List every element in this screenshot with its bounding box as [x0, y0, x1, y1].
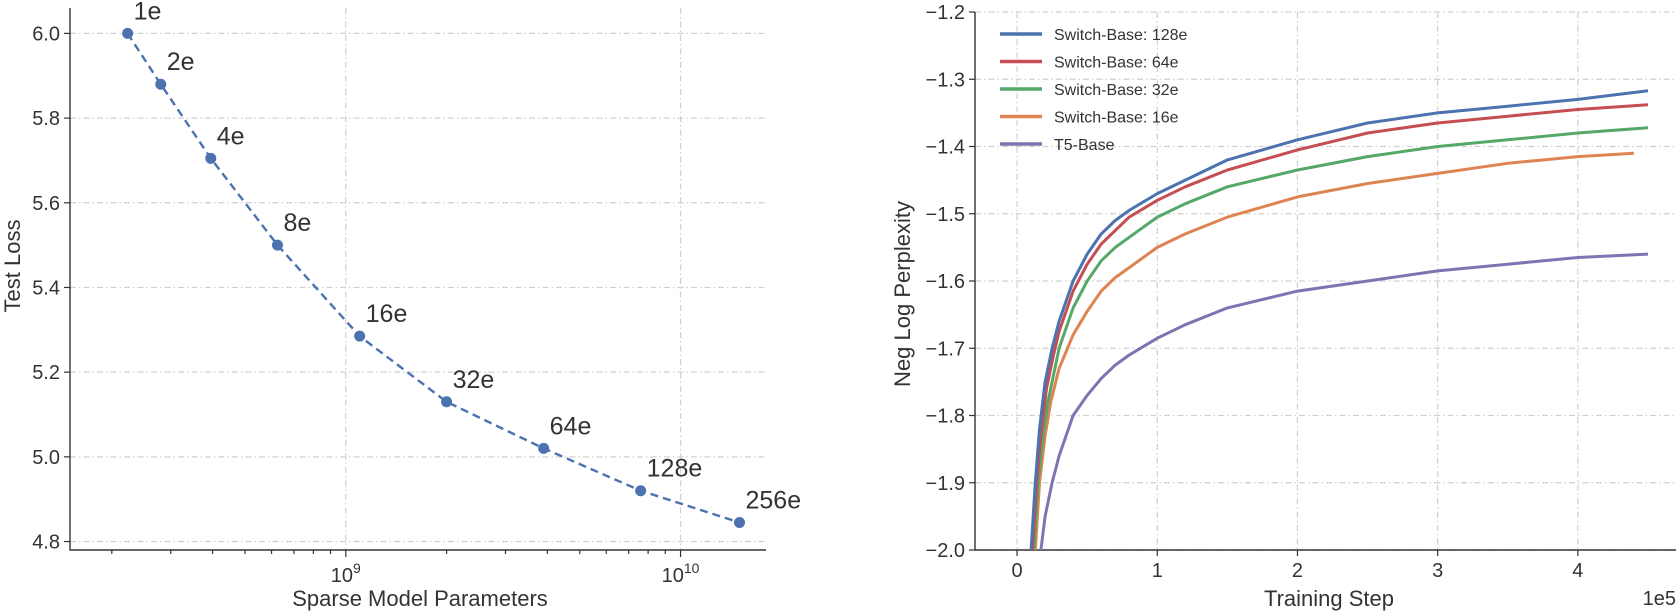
data-point-32e: [441, 396, 453, 408]
legend-label: Switch-Base: 128e: [1054, 27, 1188, 44]
left-y-axis-title: Test Loss: [0, 220, 25, 313]
left-grid: [70, 8, 766, 550]
data-point-4e: [205, 152, 217, 164]
data-label-2e: 2e: [167, 48, 195, 76]
data-point-64e: [538, 442, 550, 454]
right-y-tick-label: −1.7: [926, 338, 965, 360]
left-y-tick-label: 5.0: [32, 447, 60, 469]
right-spine: [974, 12, 1676, 551]
data-label-128e: 128e: [647, 455, 703, 483]
right-y-tick-label: −1.2: [926, 2, 965, 24]
series-line-switch-base-32e: [1032, 126, 1649, 551]
left-y-tick-label: 5.4: [32, 277, 60, 299]
right-y-tick-label: −1.5: [926, 204, 965, 226]
left-y-tick-label: 5.8: [32, 108, 60, 130]
right-axes: −2.0 −1.9 −1.8 −1.7 −1.6 −1.5 −1.4 −1.3 −1.2 0 1 2 3…: [926, 2, 1676, 582]
left-y-tick-label: 5.2: [32, 362, 60, 384]
right-x-multiplier-label: 1e5: [1643, 588, 1676, 610]
left-x-tick-label: 1010: [662, 560, 700, 587]
legend-label: Switch-Base: 64e: [1054, 55, 1179, 72]
right-y-tick-label: −2.0: [926, 540, 965, 562]
data-point-1e: [122, 27, 134, 39]
series-line-switch-base-16e: [1033, 151, 1634, 551]
data-label-64e: 64e: [550, 412, 592, 440]
right-y-tick-label: −1.9: [926, 473, 965, 495]
legend-label: Switch-Base: 16e: [1054, 110, 1179, 127]
left-y-tick-label: 5.6: [32, 193, 60, 215]
right-x-tick-label: 3: [1432, 560, 1443, 582]
data-label-16e: 16e: [366, 300, 408, 328]
data-label-256e: 256e: [745, 486, 801, 514]
right-y-tick-label: −1.8: [926, 406, 965, 428]
series-line-t5-base: [1039, 252, 1649, 551]
data-point-256e: [733, 516, 745, 528]
right-x-tick-label: 1: [1152, 560, 1163, 582]
data-label-32e: 32e: [453, 366, 495, 394]
data-point-2e: [155, 78, 167, 90]
right-y-tick-label: −1.3: [926, 69, 965, 91]
legend-label: T5-Base: [1054, 137, 1115, 154]
series-line-switch-base-64e: [1031, 103, 1649, 551]
right-grid: [975, 11, 1676, 551]
data-point-8e: [271, 239, 283, 251]
right-x-tick-label: 4: [1572, 560, 1583, 582]
data-point-16e: [354, 330, 366, 342]
left-x-axis-title: Sparse Model Parameters: [292, 586, 548, 611]
right-x-tick-label: 0: [1011, 560, 1022, 582]
right-y-tick-label: −1.6: [926, 271, 965, 293]
left-axes: 4.8 5.0 5.2 5.4 5.6 5.8 6.0 109 1010: [32, 8, 766, 587]
left-x-tick-label: 109: [331, 560, 361, 587]
left-spine: [69, 8, 766, 551]
left-y-tick-label: 4.8: [32, 532, 60, 554]
data-label-8e: 8e: [283, 209, 311, 237]
left-y-tick-label: 6.0: [32, 23, 60, 45]
data-point-128e: [635, 485, 647, 497]
data-label-1e: 1e: [134, 0, 162, 25]
right-x-axis-title: Training Step: [1264, 586, 1394, 611]
left-series-line: [126, 32, 740, 524]
perplexity-chart: −2.0 −1.9 −1.8 −1.7 −1.6 −1.5 −1.4 −1.3 −1.2 0 1 2 3…: [890, 2, 1676, 611]
right-y-tick-label: −1.4: [926, 137, 965, 159]
right-series: [1029, 89, 1649, 551]
right-y-axis-title: Neg Log Perplexity: [890, 201, 915, 387]
data-label-4e: 4e: [217, 122, 245, 150]
series-line-switch-base-128e: [1029, 89, 1649, 551]
legend: Switch-Base: 128e Switch-Base: 64e Switch-…: [1000, 27, 1188, 154]
legend-label: Switch-Base: 32e: [1054, 82, 1179, 99]
right-x-tick-label: 2: [1292, 560, 1303, 582]
